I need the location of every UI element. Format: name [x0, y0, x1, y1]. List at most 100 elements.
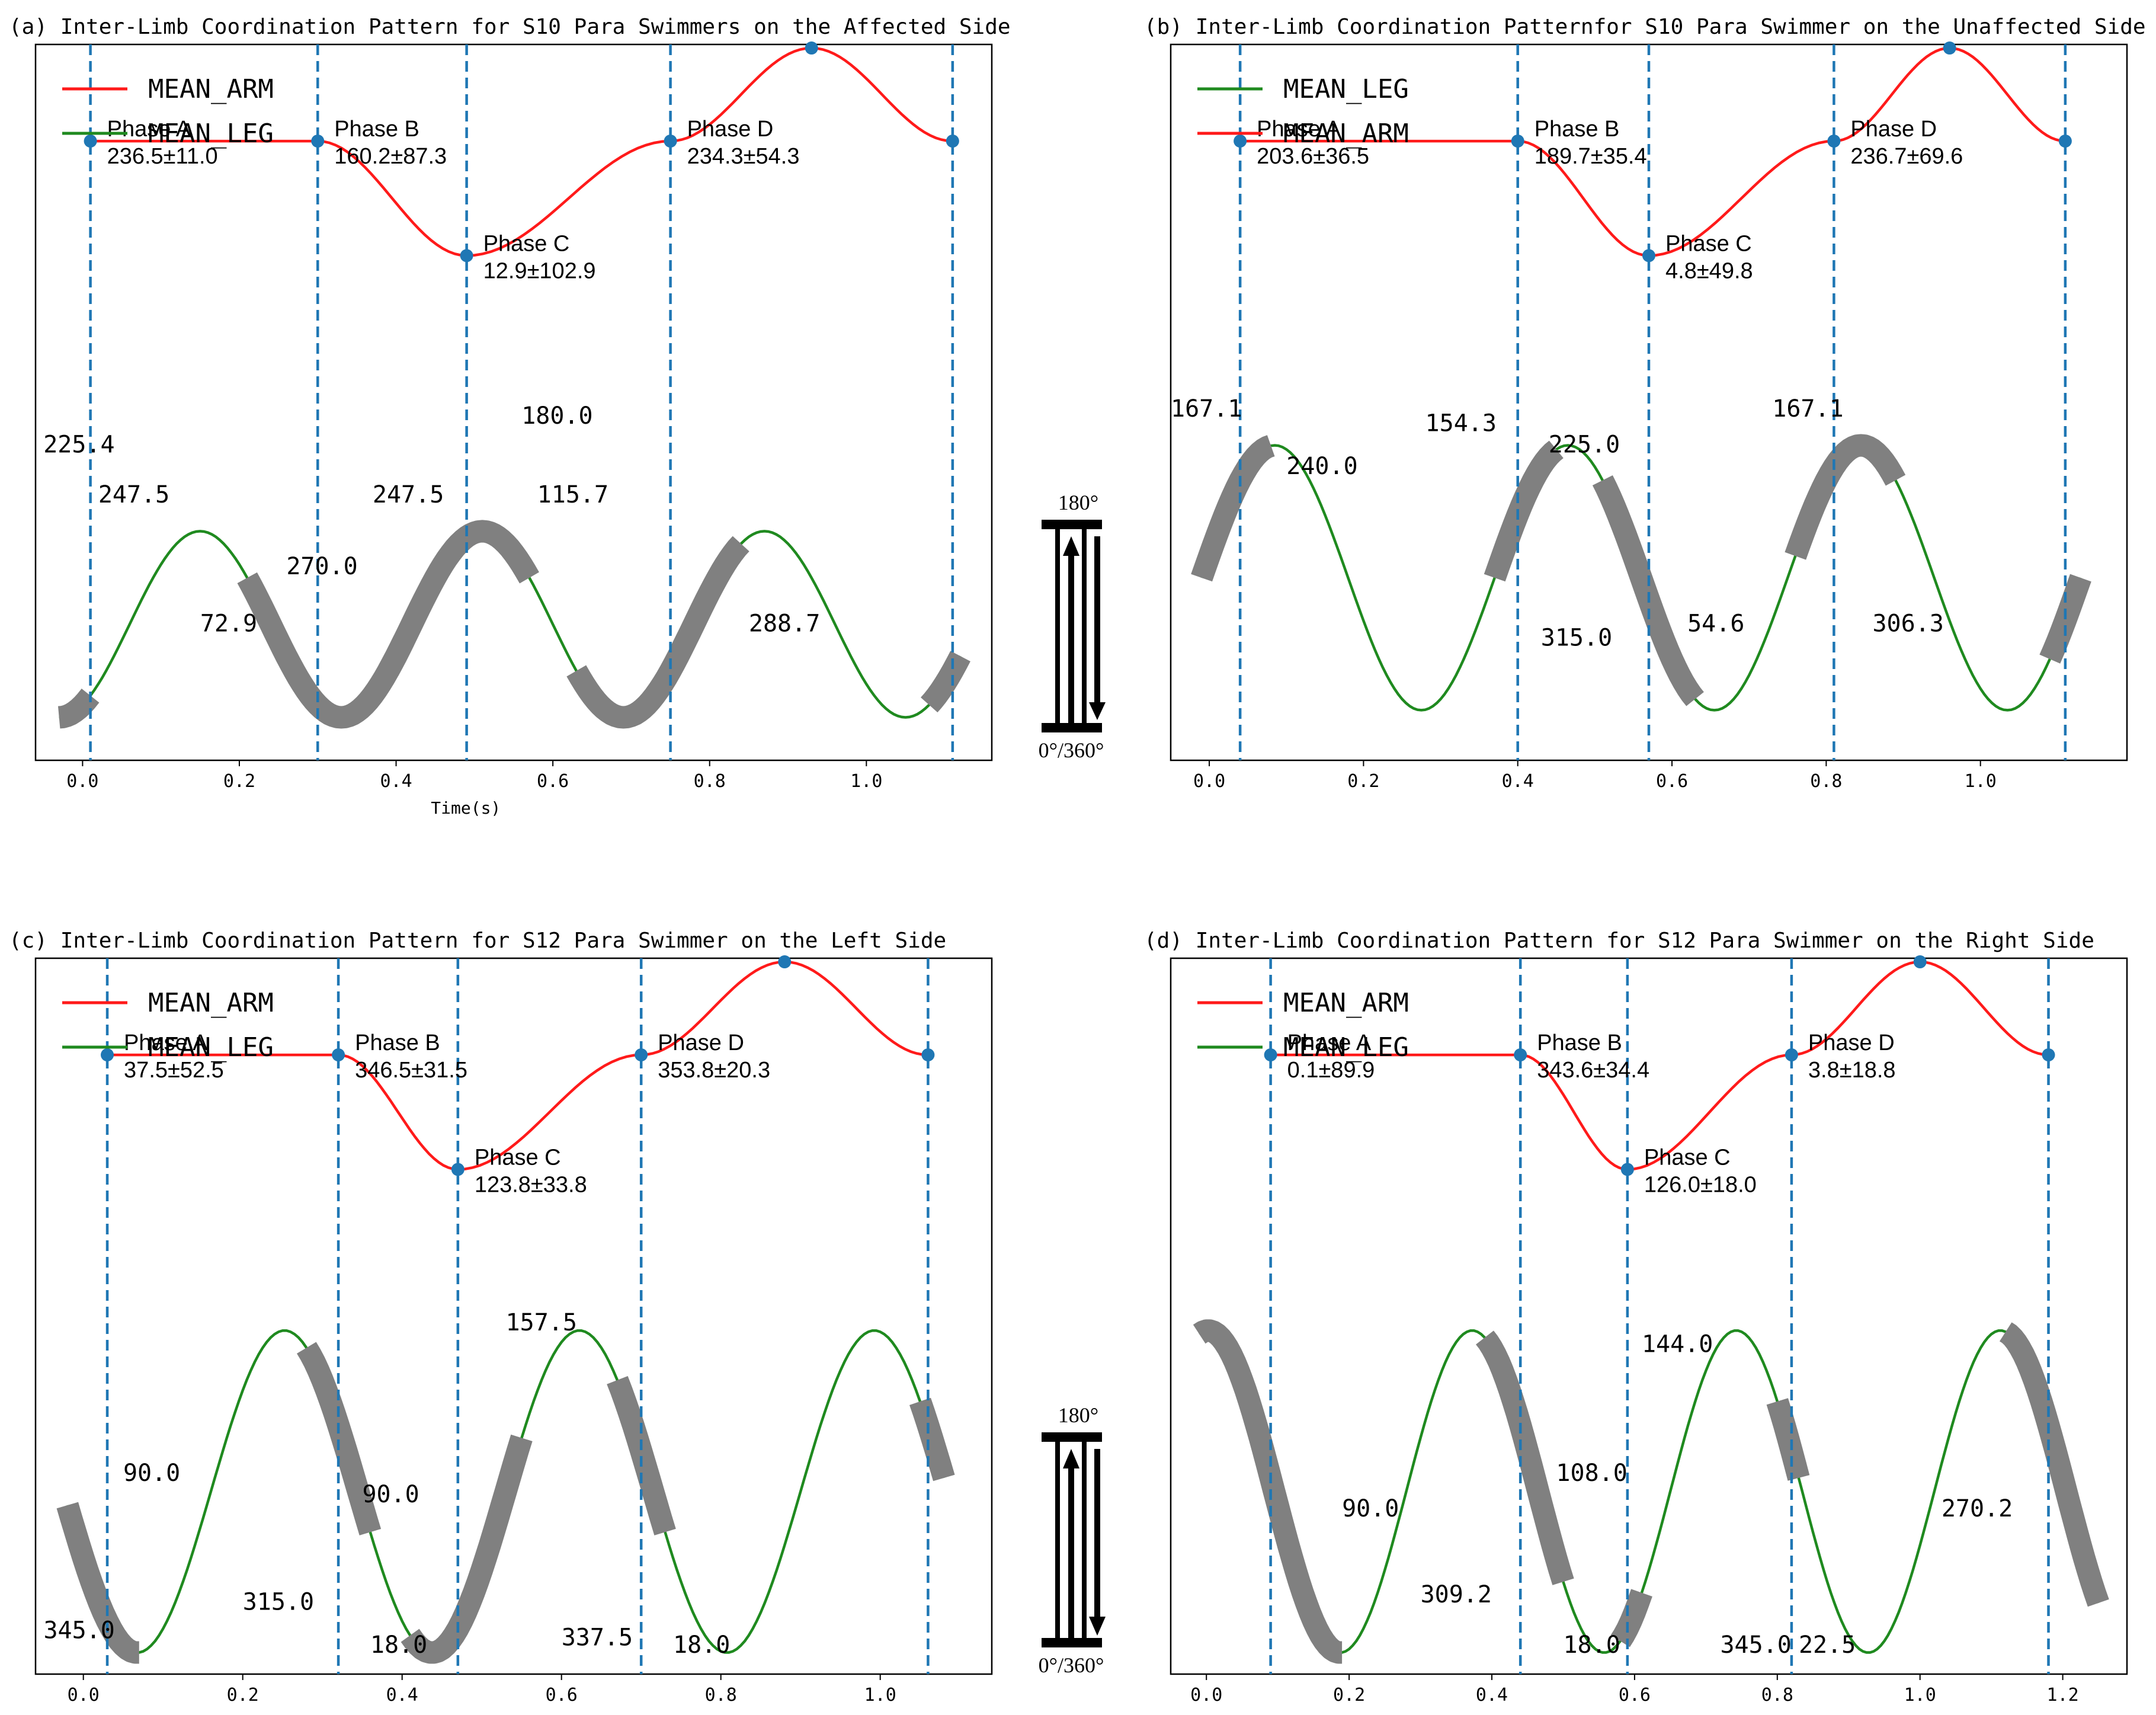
phase-value-label: 189.7±35.4	[1534, 144, 1647, 169]
leg-curve	[1198, 1329, 2100, 1654]
x-tick-label: 0.2	[227, 1685, 259, 1706]
phase-name-label: Phase B	[334, 117, 419, 142]
angle-annotation: 225.4	[43, 431, 114, 459]
angle-annotation: 315.0	[1541, 625, 1612, 652]
angle-annotation: 18.0	[370, 1631, 427, 1659]
highlight-segment	[56, 1502, 147, 1664]
axes-frame	[34, 43, 993, 761]
indicator-up-arrow-head	[1063, 536, 1079, 556]
phase-name-label: Phase B	[1537, 1031, 1622, 1055]
x-tick-label: 1.0	[850, 771, 882, 792]
chart-title: (d) Inter-Limb Coordination Pattern for …	[1144, 929, 2094, 953]
x-tick-label: 0.2	[223, 771, 255, 792]
angle-annotation: 288.7	[749, 610, 820, 638]
legend-label: MEAN_LEG	[1283, 74, 1409, 104]
arm-point	[921, 1048, 935, 1062]
angle-annotation: 154.3	[1425, 409, 1497, 437]
direction-indicator-top: 180° 0°/360°	[1039, 491, 1106, 762]
arm-point	[2058, 135, 2072, 148]
legend-label: MEAN_LEG	[148, 1032, 274, 1063]
legend-label: MEAN_LEG	[148, 119, 274, 149]
arm-curve	[1240, 46, 2066, 257]
angle-annotation: 167.1	[1171, 395, 1242, 423]
arm-point	[311, 135, 325, 148]
arm-point	[101, 1048, 114, 1062]
arm-curve	[107, 960, 928, 1171]
phase-name-label: Phase C	[483, 231, 570, 256]
x-tick-label: 0.6	[1656, 771, 1688, 792]
angle-annotation: 315.0	[243, 1588, 314, 1615]
angle-annotation: 108.0	[1556, 1460, 1627, 1487]
arm-point	[1913, 955, 1927, 969]
angle-annotation: 90.0	[362, 1481, 419, 1508]
chart-title: (b) Inter-Limb Coordination Patternfor S…	[1144, 15, 2146, 39]
legend-label: MEAN_LEG	[1283, 1032, 1409, 1063]
angle-annotation: 144.0	[1642, 1330, 1713, 1358]
angle-annotation: 345.0	[43, 1617, 114, 1644]
legend-label: MEAN_ARM	[1283, 119, 1409, 149]
arm-point	[1943, 41, 1956, 55]
panel-b: (b) Inter-Limb Coordination Patternfor S…	[1144, 15, 2146, 792]
phase-value-label: 37.5±52.5	[124, 1058, 224, 1083]
phase-value-label: 0.1±89.9	[1287, 1058, 1375, 1083]
x-tick-label: 0.8	[694, 771, 726, 792]
indicator-up-arrow-head	[1063, 1449, 1079, 1468]
highlight-segment	[378, 520, 539, 677]
arm-point	[778, 955, 792, 969]
arm-point	[1827, 135, 1841, 148]
arm-point	[1234, 135, 1247, 148]
arm-curve	[90, 46, 953, 257]
arm-point	[1642, 249, 1655, 263]
angle-annotation: 167.1	[1772, 395, 1843, 423]
angle-annotation: 306.3	[1872, 610, 1943, 638]
angle-annotation: 225.0	[1549, 431, 1620, 459]
arm-point	[2042, 1048, 2055, 1062]
highlight-segment	[1785, 434, 1906, 560]
indicator-bottom-label: 0°/360°	[1039, 738, 1104, 762]
highlight-segment	[1766, 1398, 1810, 1481]
indicator-down-arrow-head	[1089, 1617, 1106, 1636]
phase-value-label: 346.5±31.5	[355, 1058, 467, 1083]
highlight-segment	[1476, 1330, 1574, 1585]
x-tick-label: 0.8	[705, 1685, 737, 1706]
x-tick-label: 0.8	[1761, 1685, 1793, 1706]
x-tick-label: 0.2	[1333, 1685, 1365, 1706]
angle-annotation: 345.0	[1720, 1631, 1791, 1659]
axes-frame	[1170, 957, 2128, 1675]
angle-annotation: 18.0	[673, 1631, 730, 1659]
x-tick-label: 0.0	[1190, 1685, 1222, 1706]
angle-annotation: 22.5	[1799, 1631, 1856, 1659]
phase-value-label: 126.0±18.0	[1644, 1172, 1757, 1197]
angle-annotation: 270.0	[286, 553, 357, 580]
arm-point	[635, 1048, 648, 1062]
phase-name-label: Phase A	[107, 117, 191, 142]
arm-point	[946, 135, 959, 148]
angle-annotation: 90.0	[123, 1460, 180, 1487]
legend-label: MEAN_ARM	[1283, 988, 1409, 1018]
x-tick-label: 0.4	[1502, 771, 1534, 792]
phase-value-label: 353.8±20.3	[658, 1058, 770, 1083]
arm-point	[805, 41, 818, 55]
angle-annotation: 337.5	[562, 1624, 633, 1652]
angle-annotation: 247.5	[373, 481, 444, 508]
highlight-segment	[921, 651, 970, 713]
angle-annotation: 240.0	[1286, 453, 1357, 480]
phase-name-label: Phase D	[687, 117, 774, 142]
legend-label: MEAN_ARM	[148, 74, 274, 104]
highlight-segment	[237, 572, 414, 729]
angle-annotation: 72.9	[200, 610, 257, 638]
phase-name-label: Phase C	[475, 1145, 561, 1170]
x-tick-label: 0.0	[68, 1685, 100, 1706]
angle-annotation: 115.7	[537, 481, 608, 508]
highlight-segment	[607, 1376, 676, 1535]
arm-point	[1264, 1048, 1277, 1062]
phase-value-label: 160.2±87.3	[334, 144, 447, 169]
phase-value-label: 4.8±49.8	[1665, 258, 1753, 283]
phase-name-label: Phase B	[355, 1031, 440, 1055]
phase-value-label: 236.7±69.6	[1850, 144, 1963, 169]
highlight-segment	[1484, 440, 1564, 582]
panel-a: (a) Inter-Limb Coordination Pattern for …	[9, 15, 1011, 818]
phase-value-label: 203.6±36.5	[1257, 144, 1369, 169]
panel-d: (d) Inter-Limb Coordination Pattern for …	[1144, 929, 2128, 1706]
